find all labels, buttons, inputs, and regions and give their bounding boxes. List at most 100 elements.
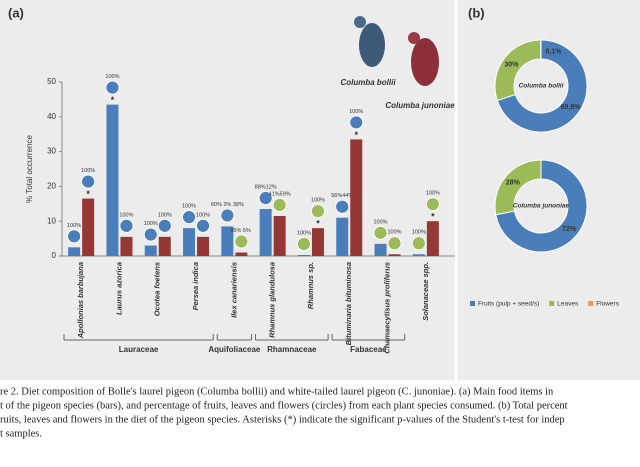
bar [298,255,310,256]
bird-label: Columba bollii [340,78,396,87]
y-tick-label: 40 [47,112,56,121]
circle-label: 12% [266,184,277,190]
composition-circle [235,235,248,248]
y-tick-label: 10 [47,216,56,225]
y-tick-label: 0 [52,251,57,260]
bird-icon [354,16,366,28]
bar [260,209,272,256]
bar [274,216,286,256]
bar [235,253,247,256]
bar [120,237,132,256]
x-tick-label: Ocotea foetens [153,262,162,316]
caption-line: t samples. [0,428,42,439]
composition-circle [297,237,310,250]
circle-label: 59% [280,191,291,197]
composition-circle [388,237,401,250]
y-tick-label: 30 [47,147,56,156]
composition-circle [197,219,210,232]
group-label: Rhamnaceae [267,345,317,354]
asterisk: * [431,212,435,222]
composition-circle [336,200,349,213]
donut-center-label: Columba bollii [519,83,564,90]
composition-circle [311,205,324,218]
circle-label: 100% [311,198,325,204]
composition-circle [183,211,196,224]
x-tick-label: Bituminaria bituminosa [344,262,353,345]
circle-label: 100% [388,230,402,236]
circle-label: 100% [119,212,133,218]
circle-label: 100% [105,74,119,80]
bar [413,254,425,256]
y-tick-label: 50 [47,77,56,86]
circle-label: 100% [144,221,158,227]
circle-label: 100% [426,191,440,197]
legend-label: Fruits (pulp + seed/s) [478,301,539,308]
composition-circle [426,198,439,211]
circle-label: 56% [331,193,342,199]
caption-line: re 2. Diet composition of Bolle's laurel… [0,386,554,397]
asterisk: * [86,189,90,199]
circle-label: 60% [211,202,222,208]
panel-label: (b) [468,5,485,20]
bar [68,247,80,256]
circle-label: 100% [412,230,426,236]
composition-circle [120,219,133,232]
bar [389,254,401,256]
asterisk: * [111,95,115,105]
bar [427,221,439,256]
composition-circle [374,226,387,239]
x-tick-label: Rhamnus sp. [306,262,315,309]
circle-label: 41% [269,191,280,197]
bird-icon [411,38,439,86]
circle-label: 100% [196,212,210,218]
bar [183,228,195,256]
legend-label: Flowers [596,301,620,308]
composition-circle [68,230,81,243]
bar [82,199,94,256]
asterisk: * [354,130,358,140]
donut-label: 28% [506,180,521,187]
circle-label: 95% [230,228,241,234]
legend-label: Leaves [557,301,579,308]
donut-label: 69,9% [561,104,582,111]
bar [350,139,362,256]
composition-circle [82,175,95,188]
y-tick-label: 20 [47,182,56,191]
circle-label: 38% [233,202,244,208]
bar [312,228,324,256]
circle-label: 100% [158,212,172,218]
circle-label: 100% [374,219,388,225]
bar [375,244,387,256]
caption: re 2. Diet composition of Bolle's laurel… [0,386,568,439]
x-tick-label: Rhamnus glandulosa [268,262,277,338]
donut-label: 30% [504,62,519,69]
composition-circle [221,209,234,222]
circle-label: 100% [297,230,311,236]
y-axis-label: % Total occurrence [25,135,34,203]
bird-icon [408,32,420,44]
circle-label: 5% [243,228,251,234]
circle-label: 100% [349,109,363,115]
caption-line: t of the pigeon species (bars), and perc… [0,400,568,411]
x-tick-label: Apollonias barbujana [76,262,85,339]
circle-label: 100% [81,168,95,174]
group-label: Lauraceae [119,345,159,354]
bird-label: Columba junoniae [385,101,455,110]
legend-swatch [549,301,554,306]
bar [106,105,118,256]
composition-circle [106,81,119,94]
composition-circle [144,228,157,241]
circle-label: 88% [255,184,266,190]
circle-label: 100% [182,204,196,210]
bar [336,218,348,256]
x-tick-label: Laurus azorica [114,262,123,315]
circle-label: 100% [67,223,81,229]
composition-circle [158,219,171,232]
group-label: Fabaceae [350,345,387,354]
bar [197,237,209,256]
composition-circle [412,237,425,250]
composition-circle [273,198,286,211]
caption-line: ruits, leaves and flowers in the diet of… [0,414,565,425]
x-tick-label: Solanaceae spp. [421,262,430,321]
